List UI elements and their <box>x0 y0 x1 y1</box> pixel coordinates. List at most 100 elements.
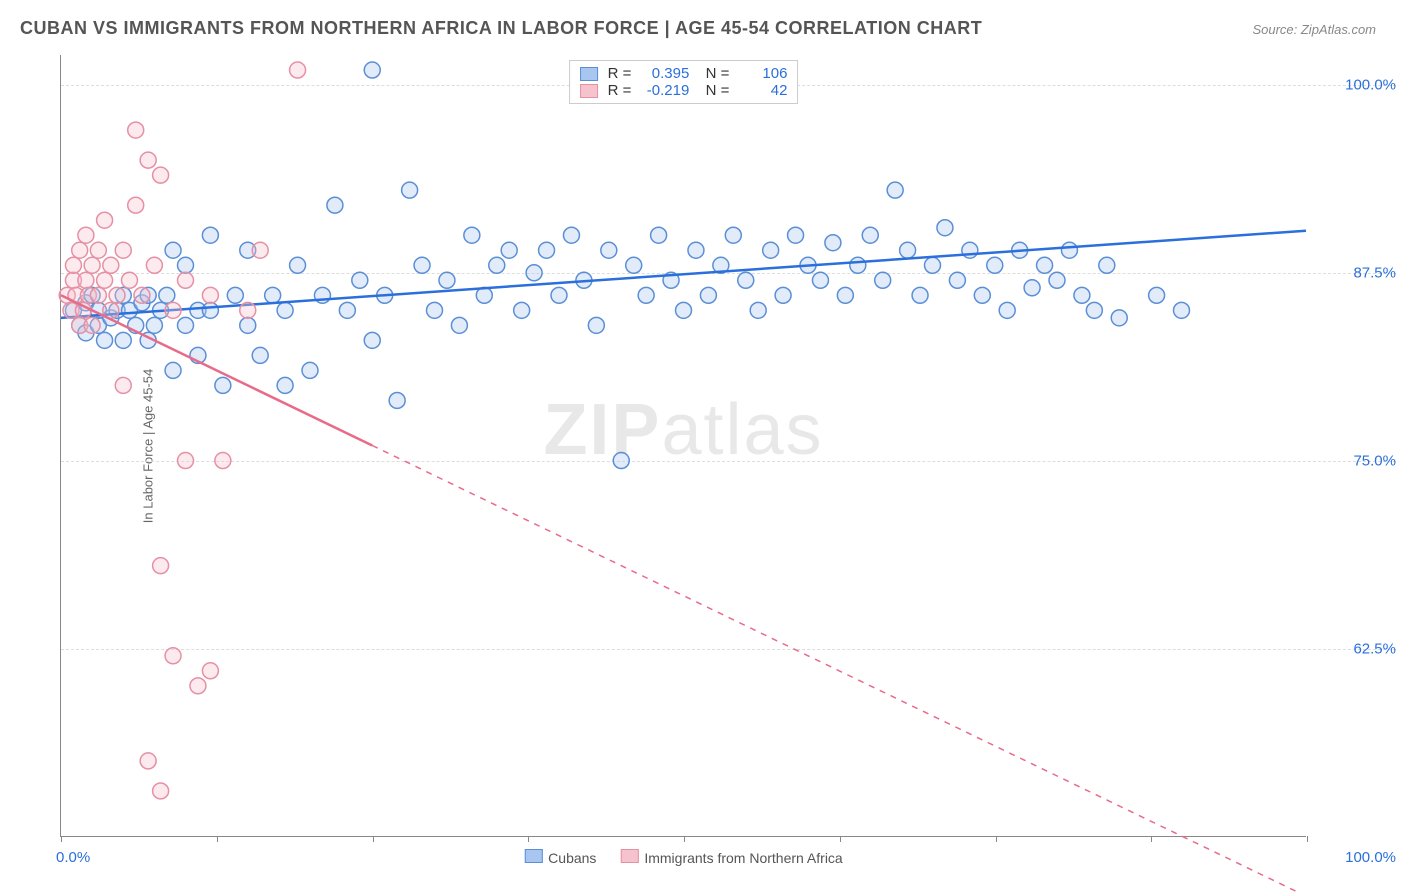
scatter-svg <box>61 55 1306 836</box>
scatter-point <box>489 257 505 273</box>
scatter-point <box>178 272 194 288</box>
scatter-point <box>1049 272 1065 288</box>
scatter-point <box>240 317 256 333</box>
scatter-point <box>97 332 113 348</box>
scatter-point <box>190 678 206 694</box>
scatter-point <box>501 242 517 258</box>
swatch-series2 <box>620 849 638 863</box>
scatter-point <box>700 287 716 303</box>
scatter-point <box>887 182 903 198</box>
scatter-point <box>140 152 156 168</box>
trend-line-dashed <box>372 446 1306 892</box>
scatter-point <box>121 272 137 288</box>
scatter-point <box>97 212 113 228</box>
scatter-point <box>651 227 667 243</box>
scatter-point <box>178 257 194 273</box>
xtick <box>528 836 529 842</box>
scatter-point <box>763 242 779 258</box>
scatter-point <box>601 242 617 258</box>
scatter-point <box>1086 302 1102 318</box>
stat-label-r: R = <box>608 65 632 82</box>
stat-r-series1: 0.395 <box>639 65 689 82</box>
stat-r-series2: -0.219 <box>639 82 689 99</box>
scatter-point <box>90 287 106 303</box>
scatter-point <box>862 227 878 243</box>
plot-area: ZIPatlas In Labor Force | Age 45-54 62.5… <box>60 55 1306 837</box>
scatter-point <box>153 558 169 574</box>
swatch-series1 <box>580 67 598 81</box>
scatter-point <box>1074 287 1090 303</box>
xtick <box>1151 836 1152 842</box>
scatter-point <box>402 182 418 198</box>
scatter-point <box>1149 287 1165 303</box>
stat-n-series2: 42 <box>737 82 787 99</box>
xtick <box>684 836 685 842</box>
scatter-point <box>165 362 181 378</box>
trend-line-solid <box>61 295 372 445</box>
scatter-point <box>84 257 100 273</box>
source-attribution: Source: ZipAtlas.com <box>1252 22 1376 37</box>
scatter-point <box>514 302 530 318</box>
chart-container: CUBAN VS IMMIGRANTS FROM NORTHERN AFRICA… <box>0 0 1406 892</box>
scatter-point <box>178 453 194 469</box>
scatter-point <box>352 272 368 288</box>
scatter-point <box>626 257 642 273</box>
scatter-point <box>414 257 430 273</box>
scatter-point <box>775 287 791 303</box>
scatter-point <box>738 272 754 288</box>
stat-label-n: N = <box>697 82 729 99</box>
scatter-point <box>202 227 218 243</box>
legend-item: Cubans <box>524 849 596 866</box>
scatter-point <box>103 257 119 273</box>
ytick-label: 100.0% <box>1316 77 1396 94</box>
scatter-point <box>688 242 704 258</box>
stat-label-n: N = <box>697 65 729 82</box>
scatter-point <box>72 242 88 258</box>
scatter-point <box>588 317 604 333</box>
scatter-point <box>613 453 629 469</box>
scatter-point <box>427 302 443 318</box>
scatter-point <box>389 392 405 408</box>
legend-label: Cubans <box>548 850 596 866</box>
stats-legend: R = 0.395 N = 106 R = -0.219 N = 42 <box>569 60 799 104</box>
scatter-point <box>252 347 268 363</box>
stat-n-series1: 106 <box>737 65 787 82</box>
scatter-point <box>439 272 455 288</box>
scatter-point <box>638 287 654 303</box>
swatch-series2 <box>580 84 598 98</box>
scatter-point <box>526 265 542 281</box>
scatter-point <box>925 257 941 273</box>
scatter-point <box>252 242 268 258</box>
scatter-point <box>84 317 100 333</box>
scatter-point <box>937 220 953 236</box>
scatter-point <box>364 62 380 78</box>
scatter-point <box>1099 257 1115 273</box>
scatter-point <box>115 242 131 258</box>
scatter-point <box>140 753 156 769</box>
scatter-point <box>563 227 579 243</box>
legend-label: Immigrants from Northern Africa <box>644 850 842 866</box>
xtick <box>840 836 841 842</box>
xtick <box>1307 836 1308 842</box>
scatter-point <box>788 227 804 243</box>
scatter-point <box>109 287 125 303</box>
scatter-point <box>1174 302 1190 318</box>
scatter-point <box>128 197 144 213</box>
scatter-point <box>277 302 293 318</box>
scatter-point <box>987 257 1003 273</box>
stats-row: R = 0.395 N = 106 <box>580 65 788 82</box>
scatter-point <box>327 197 343 213</box>
scatter-point <box>451 317 467 333</box>
ytick-label: 87.5% <box>1316 265 1396 282</box>
scatter-point <box>146 257 162 273</box>
x-axis-max-label: 100.0% <box>1345 849 1396 866</box>
scatter-point <box>290 62 306 78</box>
scatter-point <box>974 287 990 303</box>
scatter-point <box>78 272 94 288</box>
scatter-point <box>875 272 891 288</box>
xtick <box>217 836 218 842</box>
scatter-point <box>364 332 380 348</box>
scatter-point <box>676 302 692 318</box>
scatter-point <box>90 242 106 258</box>
scatter-point <box>165 648 181 664</box>
